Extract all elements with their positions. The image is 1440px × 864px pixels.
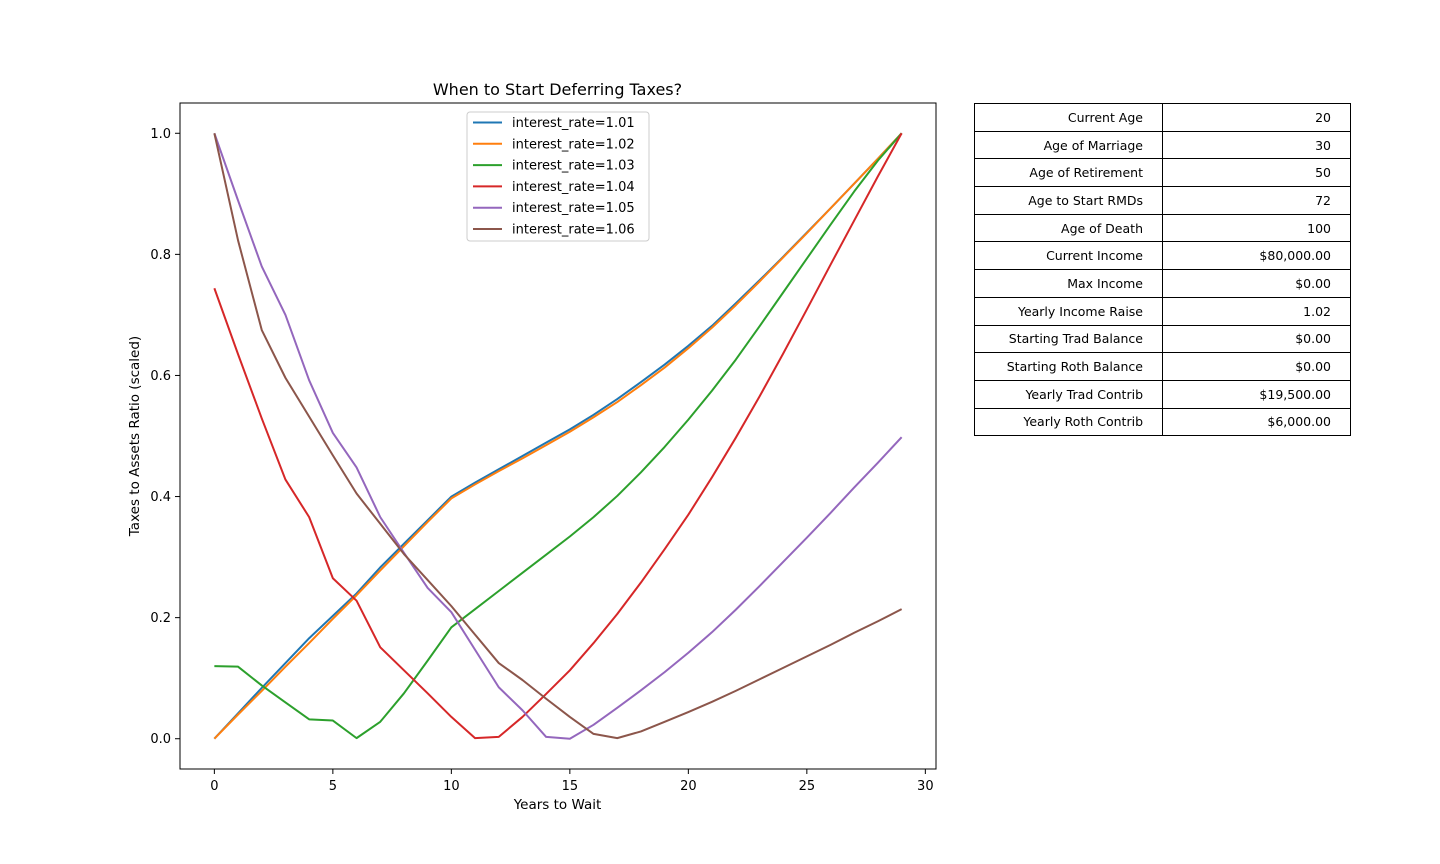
table-label-cell: Yearly Roth Contrib: [974, 407, 1163, 437]
legend-box: [466, 111, 650, 242]
table-row: Max Income $0.00: [974, 269, 1351, 298]
plot-frame: [179, 102, 937, 770]
series-line-6: [213, 133, 903, 740]
table-row: Starting Roth Balance $0.00: [974, 352, 1351, 381]
table-value-cell: 100: [1162, 213, 1351, 243]
table-value-cell: 72: [1162, 186, 1351, 215]
table-label-cell: Current Income: [974, 241, 1163, 271]
y-tick-label: 1.0: [150, 127, 171, 142]
x-tick-label: 0: [210, 779, 218, 794]
legend-label: interest_rate=1.03: [512, 159, 635, 174]
table-label-cell: Max Income: [974, 269, 1163, 298]
table-value-cell: $6,000.00: [1162, 407, 1351, 437]
y-tick-label: 0.6: [150, 369, 171, 384]
y-tick-label: 0.2: [150, 611, 171, 626]
table-row: Current Age 20: [974, 103, 1351, 132]
table-label-cell: Age of Marriage: [974, 130, 1163, 160]
table-row: Age to Start RMDs 72: [974, 186, 1351, 215]
legend-label: interest_rate=1.06: [512, 223, 635, 238]
series-line-3: [214, 132, 903, 740]
table-label-cell: Age of Death: [974, 213, 1163, 243]
x-axis-label: Years to Wait: [513, 797, 602, 813]
chart-title: When to Start Deferring Taxes?: [433, 80, 682, 99]
table-row: Yearly Trad Contrib $19,500.00: [974, 379, 1351, 409]
y-axis-label: Taxes to Assets Ratio (scaled): [127, 336, 143, 537]
y-tick-label: 0.0: [150, 732, 171, 747]
table-row: Age of Death 100: [974, 213, 1351, 243]
legend-label: interest_rate=1.04: [512, 180, 635, 195]
x-tick-label: 5: [329, 779, 337, 794]
table-value-cell: 20: [1162, 103, 1351, 132]
table-row: Yearly Income Raise 1.02: [974, 296, 1351, 326]
table-row: Starting Trad Balance $0.00: [974, 324, 1351, 354]
table-row: Age of Marriage 30: [974, 130, 1351, 160]
table-label-cell: Age to Start RMDs: [974, 186, 1163, 215]
series-line-4: [213, 132, 903, 740]
series-line-2: [213, 132, 903, 740]
legend-label: interest_rate=1.02: [512, 137, 635, 152]
table-value-cell: $0.00: [1162, 269, 1351, 298]
table-label-cell: Yearly Income Raise: [974, 296, 1163, 326]
table-value-cell: 50: [1162, 158, 1351, 188]
table-label-cell: Yearly Trad Contrib: [974, 379, 1163, 409]
parameters-table: Current Age 20 Age of Marriage 30 Age of Ret…: [974, 103, 1351, 437]
y-tick-label: 0.4: [150, 490, 171, 505]
table-value-cell: $0.00: [1162, 352, 1351, 381]
x-tick-label: 25: [799, 779, 816, 794]
legend-label: interest_rate=1.05: [512, 201, 635, 216]
x-tick-label: 30: [917, 779, 934, 794]
plot-area: 0 5 10 15 20 25 30 0.0 0.2 0.4 0.6 0.8 1.0: [150, 102, 937, 794]
table-value-cell: $19,500.00: [1162, 379, 1351, 409]
table-value-cell: 1.02: [1162, 296, 1351, 326]
table-value-cell: $80,000.00: [1162, 241, 1351, 271]
legend-label: interest_rate=1.01: [512, 116, 635, 131]
legend: interest_rate=1.01 interest_rate=1.02inte…: [466, 111, 650, 242]
x-tick-label: 15: [562, 779, 579, 794]
table-label-cell: Starting Trad Balance: [974, 324, 1163, 354]
table-label-cell: Age of Retirement: [974, 158, 1163, 188]
table-value-cell: $0.00: [1162, 324, 1351, 354]
table-value-cell: 30: [1162, 130, 1351, 160]
x-tick-label: 10: [443, 779, 460, 794]
table-row: Yearly Roth Contrib $6,000.00: [974, 407, 1351, 437]
series-line-5: [213, 132, 903, 740]
table-label-cell: Current Age: [974, 103, 1163, 132]
x-tick-label: 20: [680, 779, 697, 794]
y-tick-label: 0.8: [150, 248, 171, 263]
table-label-cell: Starting Roth Balance: [974, 352, 1163, 381]
table-row: Current Income $80,000.00: [974, 241, 1351, 271]
table-row: Age of Retirement 50: [974, 158, 1351, 188]
